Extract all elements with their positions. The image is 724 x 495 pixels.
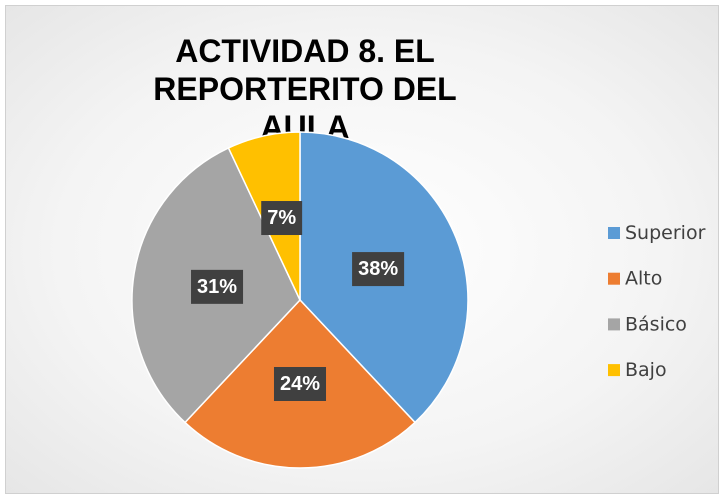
legend-swatch bbox=[608, 272, 620, 285]
data-label: 38% bbox=[358, 258, 398, 280]
legend-swatch bbox=[608, 227, 620, 239]
data-label-box bbox=[352, 252, 405, 287]
legend-swatch bbox=[608, 318, 620, 331]
legend-label: Básico bbox=[625, 313, 687, 335]
data-label: 7% bbox=[267, 207, 296, 229]
data-label: 31% bbox=[197, 276, 237, 298]
legend-label: Superior bbox=[625, 222, 706, 244]
data-label-box bbox=[261, 201, 303, 236]
data-label-box bbox=[191, 269, 244, 304]
legend-label: Bajo bbox=[625, 359, 667, 381]
data-label: 24% bbox=[280, 373, 320, 395]
data-label-box bbox=[273, 367, 327, 401]
legend-label: Alto bbox=[625, 268, 662, 290]
legend-swatch bbox=[608, 364, 620, 377]
